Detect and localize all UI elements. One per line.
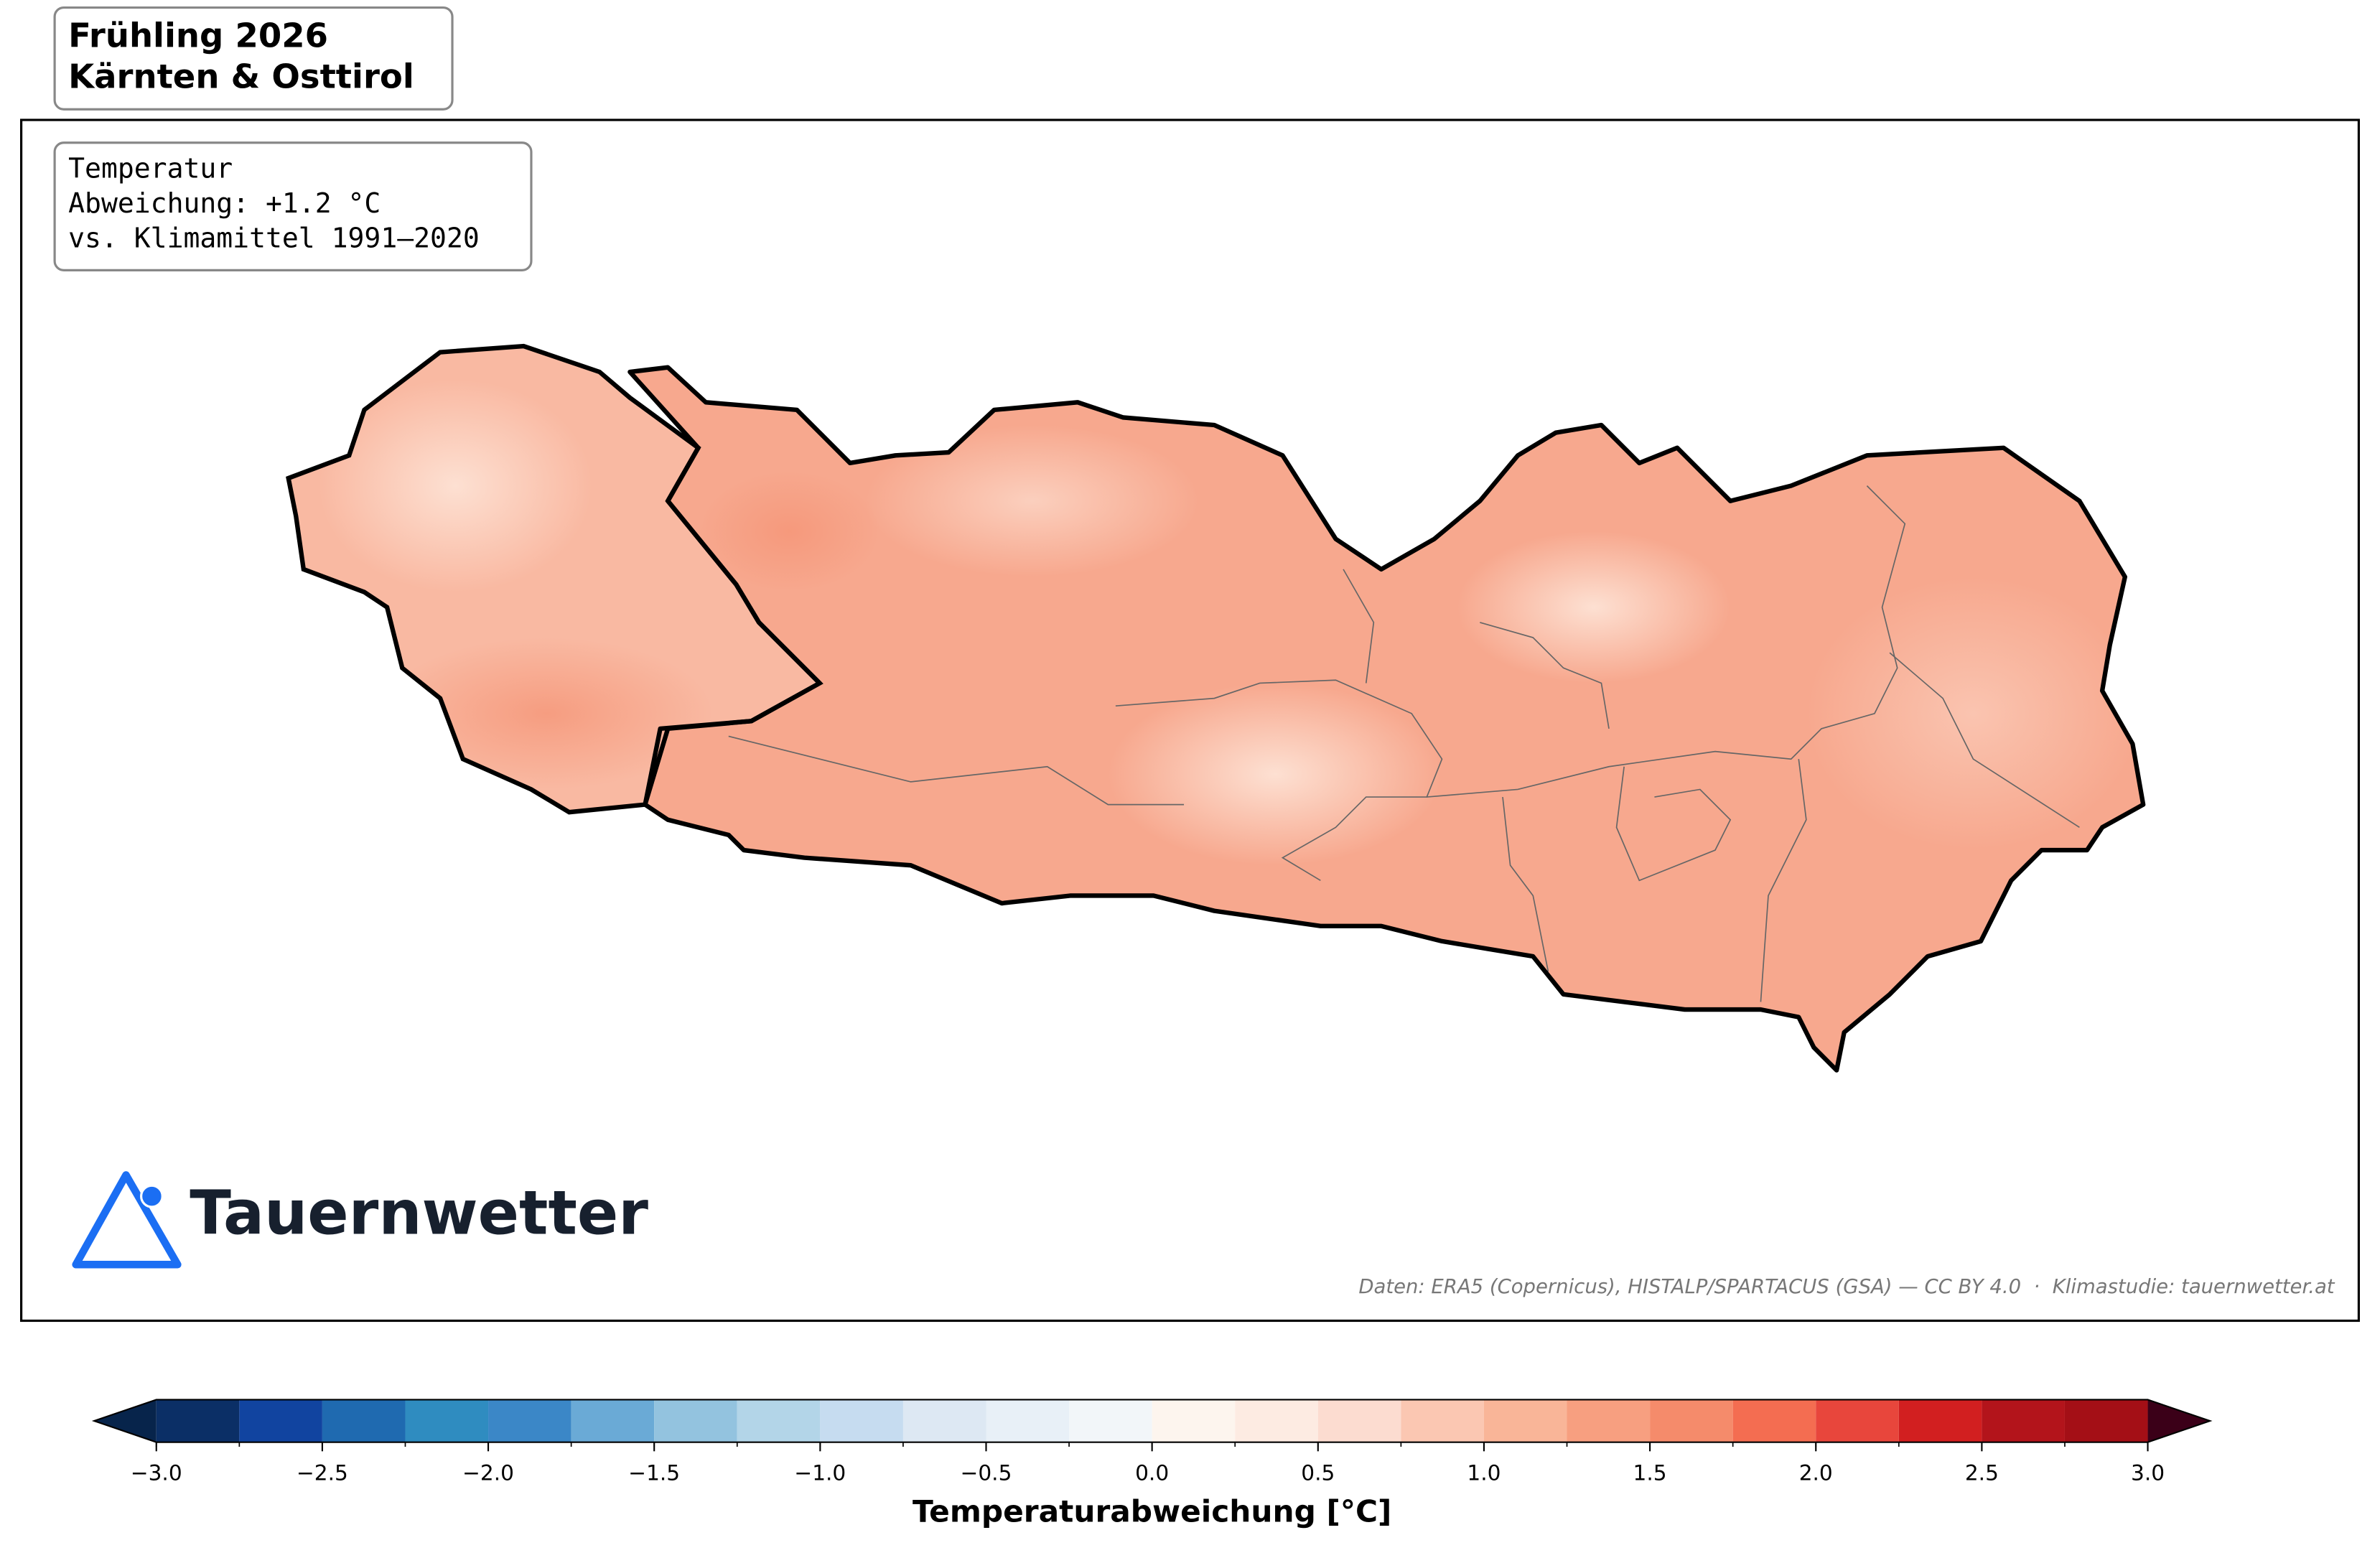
- title-line: Kärnten & Osttirol: [68, 57, 414, 95]
- map-frame: [20, 118, 2360, 1323]
- colorbar-segment: [156, 1399, 240, 1442]
- colorbar-label: Temperaturabweichung [°C]: [913, 1494, 1391, 1529]
- credit: Daten: ERA5 (Copernicus), HISTALP/SPARTA…: [1358, 1275, 2335, 1298]
- title-frame: [53, 6, 454, 111]
- colorbar-segment: [1567, 1399, 1651, 1442]
- title-box: Frühling 2026 Kärnten & Osttirol: [53, 6, 454, 111]
- info-line: vs. Klimamittel 1991–2020: [68, 223, 480, 254]
- colorbar-segment: [1732, 1399, 1816, 1442]
- colorbar-segment: [1650, 1399, 1733, 1442]
- colorbar-tick-label: 1.5: [1633, 1461, 1667, 1486]
- colorbar-tick-label: 2.5: [1965, 1461, 1999, 1486]
- colorbar-segment: [488, 1399, 571, 1442]
- map: [286, 343, 2146, 1073]
- kaernten: [630, 367, 2144, 1071]
- colorbar-segment: [1317, 1399, 1401, 1442]
- colorbar-segment: [239, 1399, 322, 1442]
- logo-dot: [140, 1184, 164, 1208]
- colorbar-tick-label: 0.0: [1135, 1461, 1169, 1486]
- colorbar-segment: [405, 1399, 489, 1442]
- info-line: Temperatur: [68, 152, 233, 184]
- info-frame: [53, 141, 533, 271]
- colorbar-tick-label: −1.5: [628, 1461, 680, 1486]
- colorbar-tick-label: 0.5: [1301, 1461, 1335, 1486]
- colorbar-tick-label: −3.0: [131, 1461, 182, 1486]
- colorbar-segment: [1152, 1399, 1236, 1442]
- colorbar-segment: [1235, 1399, 1318, 1442]
- info-line: Abweichung: +1.2 °C: [68, 187, 381, 219]
- colorbar-segment: [986, 1399, 1070, 1442]
- colorbar-segment: [1401, 1399, 1484, 1442]
- colorbar-tick-label: 3.0: [2131, 1461, 2165, 1486]
- colorbar-extend-low: [94, 1399, 157, 1442]
- kaernten-border: [627, 365, 2146, 1073]
- colorbar-segment: [2064, 1399, 2148, 1442]
- district-borders: [728, 485, 2080, 1002]
- colorbar-segment: [820, 1399, 903, 1442]
- colorbar-tick-label: −1.0: [794, 1461, 846, 1486]
- colorbar-segment: [1483, 1399, 1567, 1442]
- colorbar-segment: [1898, 1399, 1982, 1442]
- colorbar-extend-high: [2147, 1399, 2211, 1442]
- logo: Tauernwetter: [72, 1171, 648, 1269]
- colorbar-segment: [654, 1399, 737, 1442]
- colorbar-tick-label: 1.0: [1467, 1461, 1501, 1486]
- colorbar-tick-label: −2.5: [297, 1461, 348, 1486]
- colorbar-tick-label: −0.5: [961, 1461, 1012, 1486]
- colorbar-tick-label: −2.0: [462, 1461, 514, 1486]
- colorbar-segment: [1982, 1399, 2065, 1442]
- title-line: Frühling 2026: [68, 16, 328, 55]
- colorbar-segment: [737, 1399, 821, 1442]
- colorbar-segment: [902, 1399, 986, 1442]
- colorbar-segment: [1069, 1399, 1152, 1442]
- colorbar-segment: [571, 1399, 655, 1442]
- colorbar-segment: [322, 1399, 406, 1442]
- logo-icon: [72, 1171, 182, 1269]
- colorbar: −3.0 −2.5 −2.0 −1.5 −1.0 −0.5 0.0 0.5 1.0 1.5 2.0 2…: [91, 1399, 2213, 1486]
- colorbar-tick-label: 2.0: [1799, 1461, 1833, 1486]
- colorbar-segment: [1816, 1399, 1899, 1442]
- logo-text: Tauernwetter: [190, 1178, 648, 1249]
- info-box: Temperatur Abweichung: +1.2 °C vs. Klima…: [53, 141, 533, 271]
